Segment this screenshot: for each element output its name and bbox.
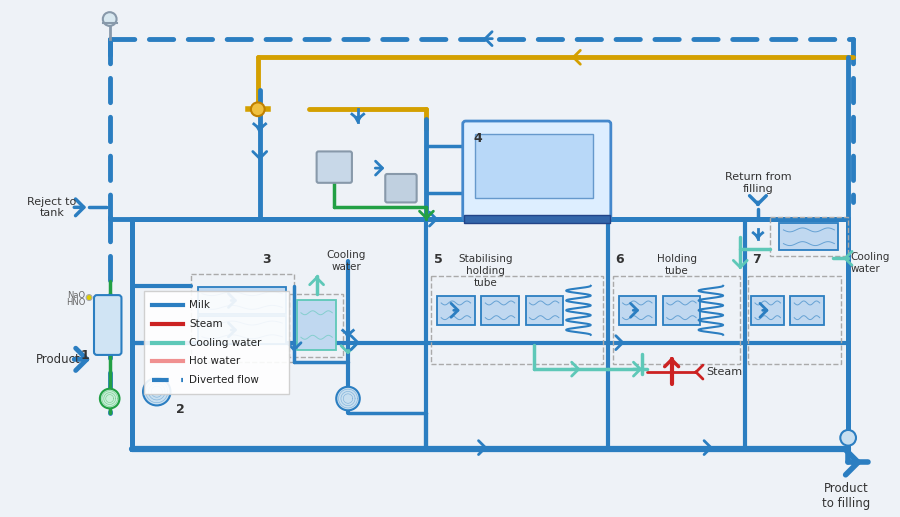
Text: Hot water: Hot water — [189, 356, 240, 367]
Polygon shape — [755, 235, 760, 240]
Text: 4: 4 — [473, 132, 482, 145]
Text: Cooling
water: Cooling water — [850, 252, 889, 274]
Text: 6: 6 — [616, 253, 625, 266]
Bar — [779, 223, 838, 250]
Text: 7: 7 — [752, 253, 760, 266]
Bar — [431, 276, 603, 364]
Bar — [770, 217, 848, 256]
Circle shape — [143, 378, 170, 405]
Text: Reject to
tank: Reject to tank — [27, 196, 76, 218]
Text: Return from
filling: Return from filling — [724, 172, 791, 193]
Text: Product: Product — [36, 353, 81, 366]
Polygon shape — [256, 127, 263, 133]
Bar — [198, 316, 286, 344]
Text: Holding
tube: Holding tube — [656, 254, 697, 276]
Circle shape — [841, 430, 856, 446]
Text: 3: 3 — [262, 253, 270, 266]
FancyBboxPatch shape — [463, 121, 611, 220]
Text: Steam: Steam — [706, 367, 742, 377]
Bar — [790, 296, 824, 325]
Bar — [618, 296, 656, 325]
Bar — [526, 296, 562, 325]
Text: NaO: NaO — [68, 291, 86, 299]
Circle shape — [251, 102, 265, 116]
Text: Stabilising
holding
tube: Stabilising holding tube — [458, 254, 512, 287]
Text: 2: 2 — [176, 403, 185, 416]
Bar — [437, 296, 474, 325]
Text: 1: 1 — [80, 349, 89, 362]
Bar — [475, 134, 593, 197]
Text: Milk: Milk — [189, 300, 210, 310]
FancyBboxPatch shape — [385, 174, 417, 203]
Circle shape — [103, 12, 117, 26]
Text: HNO: HNO — [66, 298, 86, 308]
Circle shape — [86, 295, 92, 300]
Circle shape — [100, 389, 120, 408]
Circle shape — [337, 387, 360, 410]
FancyBboxPatch shape — [94, 295, 122, 355]
Bar — [191, 274, 294, 362]
FancyBboxPatch shape — [317, 151, 352, 183]
Text: Cooling water: Cooling water — [189, 338, 262, 347]
Bar — [132, 219, 848, 449]
Text: Diverted flow: Diverted flow — [189, 375, 259, 385]
Text: Cooling
water: Cooling water — [327, 250, 365, 272]
Polygon shape — [345, 332, 351, 338]
Bar — [144, 291, 289, 393]
Polygon shape — [355, 117, 361, 123]
Bar — [297, 300, 337, 349]
Bar — [289, 294, 343, 357]
Bar — [748, 276, 842, 364]
Bar — [198, 287, 286, 314]
Bar — [752, 296, 785, 325]
Text: 5: 5 — [435, 253, 443, 266]
Text: Product
to filling: Product to filling — [822, 482, 870, 510]
Bar — [464, 215, 610, 223]
Text: Steam: Steam — [189, 319, 223, 329]
Bar — [482, 296, 518, 325]
Bar — [662, 296, 700, 325]
Bar — [613, 276, 741, 364]
